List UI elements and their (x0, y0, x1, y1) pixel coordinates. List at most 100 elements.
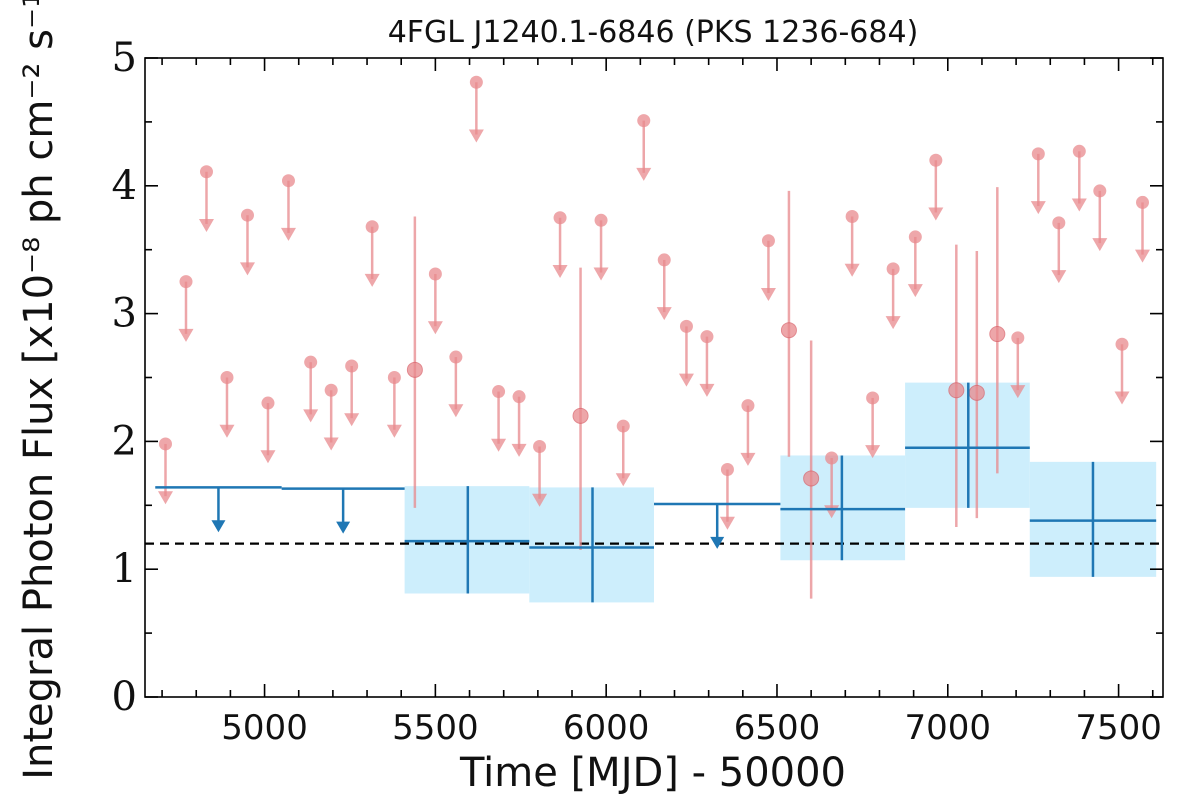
detection-point (989, 326, 1006, 343)
upper-limit-point (637, 114, 651, 128)
upper-limit-arrowhead (303, 409, 319, 423)
upper-limit-arrowhead (178, 328, 194, 342)
upper-limit-point (679, 319, 693, 333)
upper-limit-arrowhead (656, 307, 672, 321)
upper-limit-point (281, 174, 295, 188)
upper-limit-arrowhead (593, 267, 609, 281)
upper-limit-arrowhead (615, 473, 631, 487)
x-tick-label: 5500 (392, 708, 479, 748)
upper-limit-arrowhead (1114, 391, 1130, 405)
detection-point (406, 361, 423, 378)
upper-limit-point (657, 253, 671, 267)
upper-limit-arrowhead (907, 284, 923, 298)
short-bin-series (157, 75, 1151, 599)
upper-limit-arrowhead (928, 207, 944, 221)
upper-limit-point (1052, 216, 1066, 230)
upper-limit-point (345, 359, 359, 373)
upper-limit-point (741, 399, 755, 413)
upper-limit-arrowhead (260, 450, 276, 464)
long-bin-series (155, 382, 1157, 603)
bin-upper-limit-arrowhead (211, 520, 226, 533)
upper-limit-point (449, 350, 463, 364)
bin-upper-limit-arrowhead (710, 536, 725, 549)
axis-ticks: 5000 5500 6000 6500 7000 7500 0 1 2 3 4 5 (112, 35, 1163, 748)
upper-limit-arrowhead (1051, 270, 1067, 284)
upper-limit-arrowhead (636, 167, 652, 181)
upper-limit-arrowhead (491, 438, 507, 452)
x-tick-label: 6000 (563, 708, 650, 748)
upper-limit-arrowhead (448, 404, 464, 418)
x-tick-label: 5000 (221, 708, 308, 748)
upper-limit-arrowhead (740, 452, 756, 466)
detection-point (572, 407, 589, 424)
upper-limit-point (908, 230, 922, 244)
upper-limit-arrowhead (1092, 238, 1108, 252)
binned-flux-bands (404, 382, 1157, 603)
upper-limit-arrowhead (865, 445, 881, 459)
bin-upper-limit-arrowhead (336, 521, 351, 534)
detection-point (803, 470, 820, 487)
y-tick-label: 3 (112, 291, 137, 337)
upper-limit-point (324, 383, 338, 397)
upper-limit-arrowhead (699, 383, 715, 397)
upper-limit-point (761, 234, 775, 248)
upper-limit-arrowhead (427, 321, 443, 335)
upper-limit-point (199, 165, 213, 179)
upper-limit-arrowhead (386, 424, 402, 438)
x-tick-label: 7500 (1075, 708, 1162, 748)
upper-limit-arrowhead (1071, 198, 1087, 212)
upper-limit-point (594, 213, 608, 227)
upper-limit-arrowhead (511, 443, 527, 457)
upper-limit-point (866, 391, 880, 405)
upper-limit-point (1072, 144, 1086, 158)
y-tick-label: 1 (112, 546, 137, 592)
upper-limit-point (533, 440, 547, 454)
upper-limit-arrowhead (552, 264, 568, 278)
upper-limit-arrowhead (323, 437, 339, 451)
upper-limit-point (240, 208, 254, 222)
y-axis-label: Integral Photon Flux [x10⁻⁸ ph cm⁻² s⁻¹] (16, 0, 62, 780)
upper-limit-point (886, 262, 900, 276)
upper-limit-arrowhead (157, 491, 173, 505)
upper-limit-point (158, 437, 172, 451)
upper-limit-arrowhead (678, 373, 694, 387)
upper-limit-point (428, 267, 442, 281)
upper-limit-point (1115, 337, 1129, 351)
upper-limit-point (700, 330, 714, 344)
upper-limit-point (512, 390, 526, 404)
upper-limit-arrowhead (1010, 385, 1026, 399)
y-tick-label: 0 (112, 674, 137, 720)
upper-limit-point (1031, 147, 1045, 161)
upper-limit-arrowhead (280, 227, 296, 241)
upper-limit-arrowhead (219, 424, 235, 438)
upper-limit-arrowhead (885, 316, 901, 330)
upper-limit-arrowhead (1030, 201, 1046, 215)
upper-limit-point (929, 153, 943, 167)
x-tick-label: 6500 (734, 708, 821, 748)
upper-limit-arrowhead (468, 129, 484, 143)
upper-limit-point (616, 419, 630, 433)
detection-point (780, 322, 797, 339)
upper-limit-arrowhead (844, 263, 860, 277)
upper-limit-point (365, 220, 379, 234)
upper-limit-arrowhead (532, 493, 548, 507)
x-tick-label: 7000 (905, 708, 992, 748)
upper-limit-point (387, 371, 401, 384)
x-axis-label: Time [MJD] - 50000 (459, 750, 846, 796)
upper-limit-arrowhead (1135, 249, 1151, 263)
upper-limit-point (304, 355, 318, 369)
upper-limit-arrowhead (344, 413, 360, 427)
upper-limit-arrowhead (719, 516, 735, 530)
upper-limit-point (553, 211, 567, 225)
upper-limit-point (179, 275, 193, 289)
upper-limit-arrowhead (239, 262, 255, 276)
detection-point (968, 384, 985, 401)
y-tick-label: 5 (112, 35, 137, 81)
upper-limit-point (261, 396, 275, 410)
upper-limit-point (492, 385, 506, 399)
upper-limit-point (469, 75, 483, 89)
upper-limit-point (1136, 195, 1150, 209)
upper-limit-point (1093, 184, 1107, 198)
upper-limit-point (845, 209, 859, 223)
